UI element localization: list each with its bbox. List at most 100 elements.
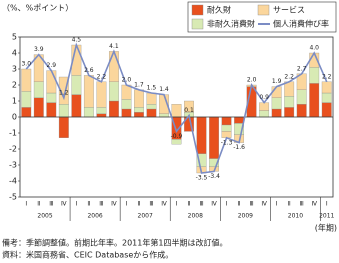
bar-segment	[96, 107, 107, 114]
x-tick-label: Ⅰ	[226, 201, 228, 208]
legend-swatch	[191, 18, 204, 30]
data-label: 2.2	[97, 73, 107, 80]
bar-segment	[321, 92, 332, 103]
bar-segment	[321, 102, 332, 118]
year-label: 2010	[288, 213, 303, 220]
data-label: 0.1	[184, 107, 194, 114]
data-label: 1.9	[272, 78, 282, 85]
bar-segment	[21, 107, 32, 118]
x-tick-label: Ⅳ	[111, 201, 117, 208]
bar-segment	[196, 116, 207, 154]
data-label: 3.9	[34, 46, 44, 53]
bar-segment	[284, 107, 295, 118]
bar-segment	[33, 97, 44, 118]
source: 資料：米国商務省、CEIC Databaseから作成。	[2, 250, 173, 260]
bar-segment	[171, 104, 182, 118]
x-tick-label: Ⅰ	[25, 201, 27, 208]
bar-segment	[58, 104, 69, 118]
y-tick-label: 5	[12, 33, 17, 42]
bar-segment	[146, 104, 157, 110]
bar-segment	[71, 94, 82, 118]
bar-segment	[159, 113, 169, 118]
y-tick-label: -5	[9, 193, 17, 202]
data-label: 2.9	[47, 62, 57, 69]
bar-segment	[221, 131, 232, 138]
bar-segment	[58, 116, 69, 138]
bar-segment	[284, 81, 295, 97]
bar-segment	[309, 83, 320, 118]
bar-segment	[121, 84, 132, 100]
bar-segment	[46, 102, 57, 118]
year-label: 2007	[138, 213, 153, 220]
year-label: 2011	[319, 213, 334, 220]
data-label: 2.0	[122, 77, 132, 84]
note: 備考：季節調整値。前期比年率。2011年第1四半期は改訂値。	[2, 238, 227, 248]
x-tick-label: Ⅲ	[300, 201, 304, 208]
y-tick-label: 1	[12, 97, 17, 106]
data-label: 0.9	[259, 94, 269, 101]
bar-segment	[46, 70, 57, 94]
data-label: 2.6	[84, 67, 94, 74]
data-label: 1.7	[134, 81, 144, 88]
legend-swatch	[257, 4, 270, 16]
data-label: 1.2	[59, 89, 69, 96]
data-label: 2.2	[284, 73, 294, 80]
bar-segment	[33, 81, 44, 98]
bar-segment	[108, 81, 119, 102]
x-axis-title: (年期)	[315, 223, 337, 233]
x-tick-label: Ⅳ	[261, 201, 267, 208]
year-label: 2006	[87, 213, 102, 220]
year-label: 2005	[37, 213, 52, 220]
x-tick-label: Ⅰ	[126, 201, 128, 208]
bar-segment	[146, 92, 157, 105]
legend-label: 耐久財	[207, 5, 231, 15]
x-tick-label: Ⅰ	[176, 201, 178, 208]
x-tick-label: Ⅱ	[238, 201, 241, 208]
bar-segment	[134, 107, 144, 113]
bar-segment	[121, 108, 132, 118]
bar-segment	[309, 67, 320, 84]
bar-segment	[271, 86, 282, 98]
y-tick-label: 3	[12, 65, 17, 74]
data-label: 2.2	[322, 73, 332, 80]
bar-segment	[21, 68, 32, 92]
bar-segment	[58, 76, 69, 105]
data-label: 2.0	[247, 77, 257, 84]
data-label: -3.4	[208, 173, 220, 180]
bar-segment	[171, 139, 182, 145]
x-tick-label: Ⅲ	[99, 201, 103, 208]
x-tick-label: Ⅰ	[326, 201, 328, 208]
data-label: 4.5	[72, 37, 82, 44]
data-label: 4.1	[109, 43, 119, 50]
x-tick-label: Ⅱ	[37, 201, 40, 208]
x-tick-label: Ⅳ	[161, 201, 167, 208]
data-label: 2.7	[297, 65, 307, 72]
legend-label: 個人消費伸び率	[273, 19, 329, 29]
bar-segment	[209, 116, 219, 159]
x-tick-label: Ⅱ	[87, 201, 90, 208]
bar-segment	[321, 81, 332, 94]
bar-segment	[96, 113, 107, 118]
y-tick-label: 2	[12, 81, 17, 90]
bar-segment	[221, 116, 232, 126]
x-tick-label: Ⅱ	[188, 201, 191, 208]
data-label: 4.0	[309, 45, 319, 52]
x-tick-label: Ⅳ	[211, 201, 217, 208]
bar-segment	[296, 89, 307, 105]
bar-segment	[21, 91, 32, 108]
bar-segment	[284, 96, 295, 108]
bar-segment	[259, 110, 270, 118]
x-tick-label: Ⅲ	[199, 201, 203, 208]
x-tick-label: Ⅰ	[75, 201, 77, 208]
bar-segment	[71, 75, 82, 95]
x-tick-label: Ⅲ	[149, 201, 153, 208]
bar-segment	[221, 124, 232, 132]
x-tick-label: Ⅰ	[276, 201, 278, 208]
y-tick-label: -3	[9, 161, 17, 170]
y-axis-title: （%、%ポイント）	[2, 4, 73, 13]
bar-segment	[96, 81, 107, 108]
bar-segment	[134, 112, 144, 118]
x-tick-label: Ⅱ	[288, 201, 291, 208]
data-label: -0.9	[171, 133, 183, 140]
